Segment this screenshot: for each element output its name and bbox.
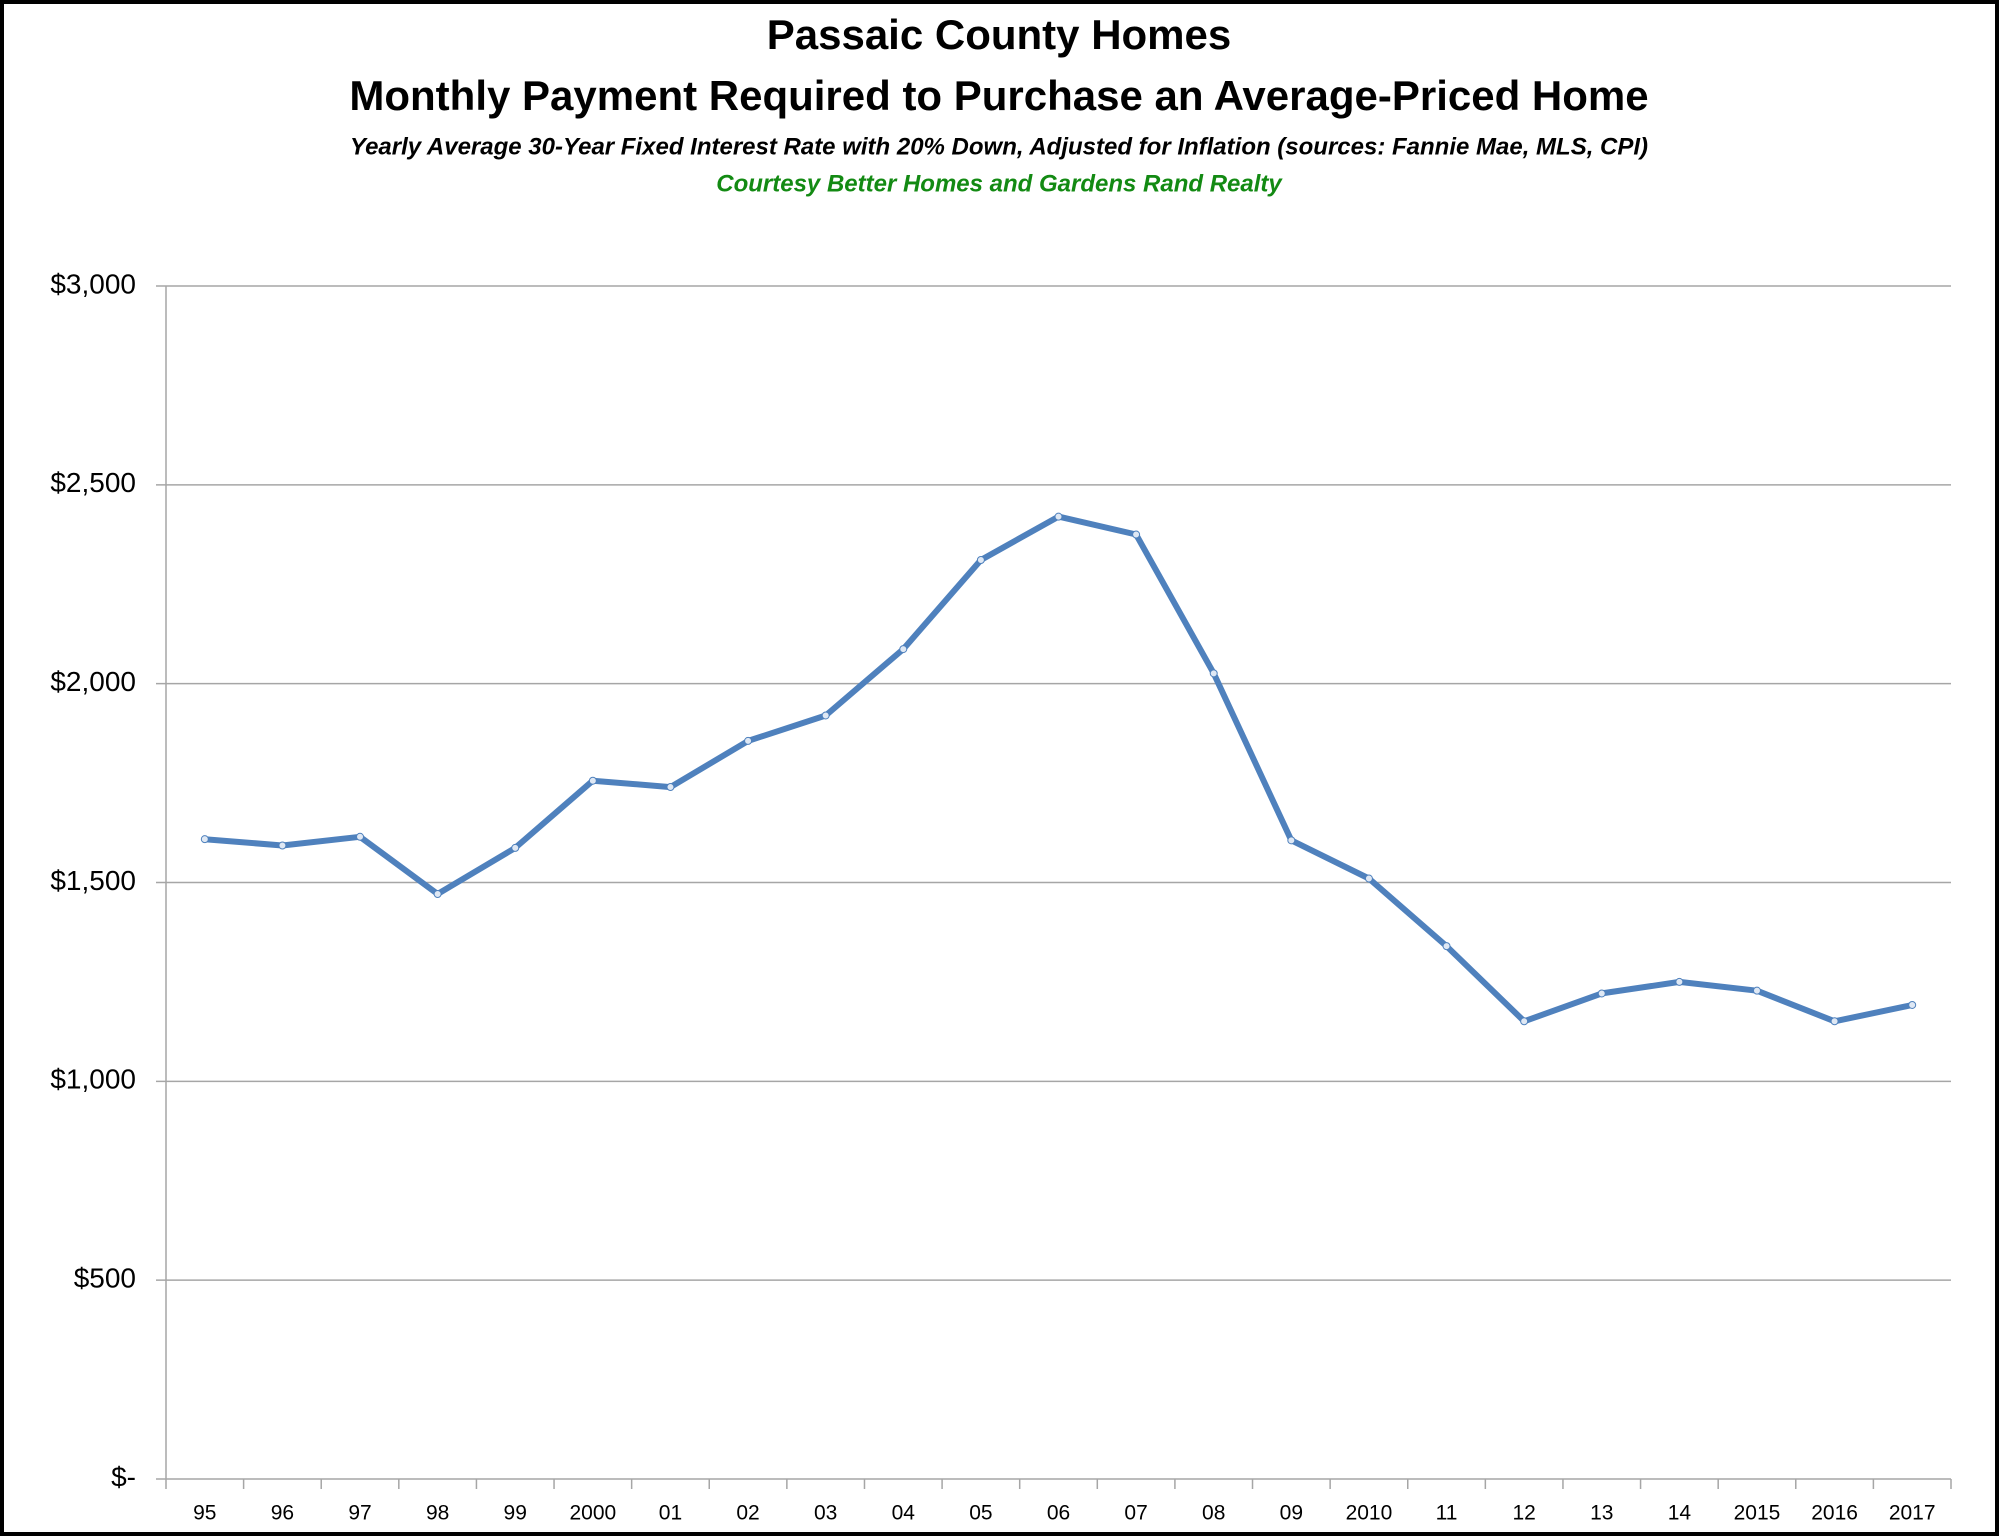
x-tick-label: 03 [814, 1502, 837, 1525]
chart-credit: Courtesy Better Homes and Gardens Rand R… [716, 170, 1283, 197]
point [1675, 977, 1684, 986]
x-tick-label: 11 [1436, 1502, 1458, 1525]
x-tick-label: 12 [1512, 1502, 1535, 1525]
y-tick-label: $2,000 [50, 666, 136, 697]
x-tick-label: 2000 [569, 1502, 616, 1525]
x-tick-label: 95 [193, 1502, 216, 1525]
x-tick-label: 13 [1590, 1502, 1613, 1525]
point [821, 711, 830, 720]
point [1597, 989, 1606, 998]
y-tick-label: $- [111, 1461, 136, 1492]
chart-note: Yearly Average 30-Year Fixed Interest Ra… [350, 133, 1648, 160]
point [588, 776, 597, 785]
point [356, 832, 365, 841]
x-tick-label: 2017 [1889, 1502, 1936, 1525]
point [433, 890, 442, 899]
y-tick-label: $2,500 [50, 467, 136, 498]
chart-subtitle: Monthly Payment Required to Purchase an … [349, 72, 1648, 119]
point [1132, 530, 1141, 539]
x-tick-label: 01 [659, 1502, 682, 1525]
x-tick-label: 08 [1202, 1502, 1225, 1525]
y-tick-label: $500 [74, 1263, 136, 1294]
x-tick-label: 98 [426, 1502, 449, 1525]
point [666, 783, 675, 792]
y-tick-label: $1,500 [50, 865, 136, 896]
point [1520, 1017, 1529, 1026]
x-tick-label: 02 [736, 1502, 759, 1525]
point [1054, 512, 1063, 521]
x-tick-label: 09 [1280, 1502, 1303, 1525]
chart-title: Passaic County Homes [767, 11, 1232, 58]
x-tick-label: 99 [504, 1502, 527, 1525]
x-tick-label: 07 [1124, 1502, 1147, 1525]
x-tick-label: 97 [348, 1502, 371, 1525]
x-tick-label: 2015 [1734, 1502, 1781, 1525]
y-tick-label: $1,000 [50, 1064, 136, 1095]
x-tick-label: 2010 [1346, 1502, 1393, 1525]
point [1908, 1000, 1917, 1009]
x-tick-label: 14 [1668, 1502, 1692, 1525]
point [976, 555, 985, 564]
x-tick-label: 05 [969, 1502, 992, 1525]
point [511, 843, 520, 852]
point [1752, 986, 1761, 995]
point [1830, 1017, 1839, 1026]
y-tick-label: $3,000 [50, 268, 136, 299]
x-tick-label: 06 [1047, 1502, 1070, 1525]
point [1209, 669, 1218, 678]
point [744, 736, 753, 745]
point [278, 841, 287, 850]
x-tick-label: 2016 [1811, 1502, 1858, 1525]
point [200, 835, 209, 844]
point [899, 645, 908, 654]
point [1442, 942, 1451, 951]
point [1287, 836, 1296, 845]
x-tick-label: 96 [271, 1502, 294, 1525]
x-tick-label: 04 [892, 1502, 916, 1525]
point [1364, 874, 1373, 883]
